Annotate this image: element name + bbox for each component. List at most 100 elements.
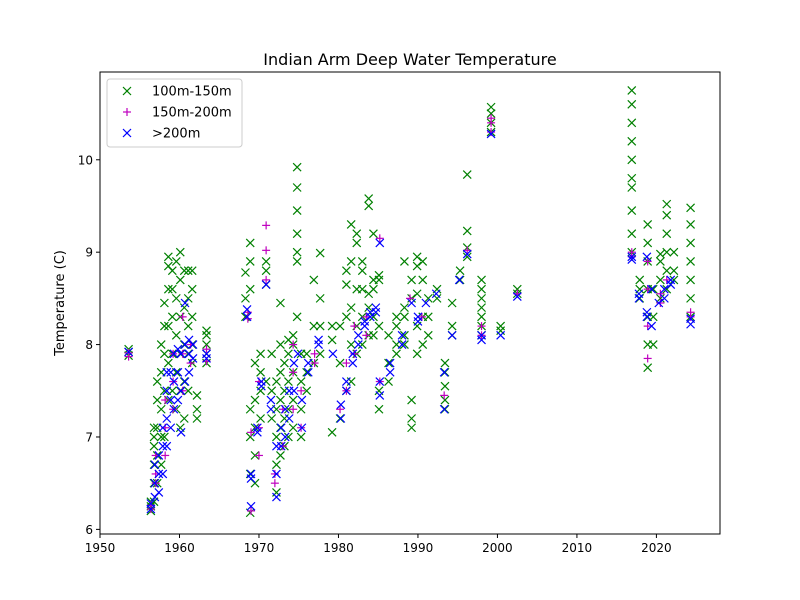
data-point bbox=[655, 275, 665, 285]
data-point bbox=[375, 390, 385, 400]
data-point bbox=[462, 226, 472, 236]
data-point bbox=[392, 312, 401, 322]
data-point bbox=[179, 266, 189, 276]
data-point bbox=[423, 330, 433, 340]
data-point bbox=[309, 321, 319, 331]
data-point bbox=[202, 326, 211, 336]
data-point bbox=[303, 367, 313, 377]
data-point bbox=[167, 284, 177, 294]
data-point bbox=[289, 368, 298, 377]
data-point bbox=[241, 268, 250, 277]
data-point bbox=[648, 312, 658, 322]
data-point bbox=[279, 358, 289, 368]
data-point bbox=[327, 427, 337, 437]
data-point bbox=[302, 386, 312, 396]
data-point bbox=[310, 349, 319, 358]
data-point bbox=[161, 451, 170, 460]
data-point bbox=[256, 381, 266, 391]
data-point bbox=[643, 238, 653, 248]
data-point bbox=[375, 238, 385, 248]
data-point bbox=[327, 321, 337, 331]
data-point bbox=[247, 428, 256, 437]
data-point bbox=[296, 432, 306, 442]
data-point bbox=[374, 275, 384, 285]
data-point bbox=[648, 340, 658, 350]
data-point bbox=[647, 321, 657, 331]
data-point bbox=[669, 266, 679, 276]
data-point bbox=[346, 220, 356, 229]
data-point bbox=[371, 303, 381, 313]
data-point bbox=[246, 469, 256, 479]
data-point bbox=[302, 349, 312, 359]
data-point bbox=[272, 487, 281, 497]
data-point bbox=[654, 298, 664, 308]
data-points bbox=[124, 86, 696, 518]
data-point bbox=[276, 423, 286, 433]
data-point bbox=[335, 321, 345, 331]
data-point bbox=[407, 423, 417, 433]
data-point bbox=[440, 395, 450, 405]
data-point bbox=[156, 460, 166, 470]
data-point bbox=[178, 386, 187, 395]
data-point bbox=[407, 298, 417, 308]
data-point bbox=[184, 367, 194, 377]
data-point bbox=[418, 340, 428, 350]
data-point bbox=[162, 441, 172, 451]
data-point bbox=[159, 321, 169, 331]
data-point bbox=[272, 460, 281, 470]
data-point bbox=[289, 340, 298, 349]
data-point bbox=[292, 256, 302, 266]
data-point bbox=[477, 330, 486, 340]
data-point bbox=[289, 358, 299, 368]
data-point bbox=[462, 170, 472, 179]
data-point bbox=[266, 404, 276, 414]
data-point bbox=[180, 377, 190, 386]
data-point bbox=[440, 381, 450, 391]
data-point bbox=[385, 358, 395, 368]
data-point bbox=[242, 305, 252, 314]
data-point bbox=[245, 404, 255, 414]
data-point bbox=[297, 386, 306, 395]
data-point bbox=[413, 317, 423, 326]
data-point bbox=[412, 252, 422, 262]
data-point bbox=[512, 292, 522, 301]
data-point bbox=[360, 317, 370, 326]
y-tick-label: 10 bbox=[78, 153, 93, 167]
data-point bbox=[421, 298, 431, 308]
data-point bbox=[357, 340, 367, 350]
data-point bbox=[369, 284, 378, 294]
data-point bbox=[280, 404, 290, 414]
data-point bbox=[412, 289, 422, 299]
data-point bbox=[655, 293, 665, 303]
data-point bbox=[175, 247, 185, 257]
data-point bbox=[384, 358, 393, 368]
data-point bbox=[173, 395, 183, 405]
data-point bbox=[659, 284, 669, 294]
data-point bbox=[418, 256, 428, 266]
data-point bbox=[662, 199, 672, 209]
data-point bbox=[352, 238, 362, 248]
data-point bbox=[348, 358, 358, 368]
data-point bbox=[162, 414, 172, 423]
data-point bbox=[292, 162, 302, 172]
data-point bbox=[353, 330, 363, 340]
data-point bbox=[283, 404, 293, 414]
data-point bbox=[496, 321, 506, 331]
data-point bbox=[276, 340, 285, 350]
x-tick-label: 2000 bbox=[482, 541, 513, 555]
data-point bbox=[662, 229, 672, 239]
data-point bbox=[261, 256, 271, 266]
data-point bbox=[188, 340, 198, 350]
data-point bbox=[627, 173, 637, 183]
data-point bbox=[447, 321, 457, 331]
data-point bbox=[656, 289, 665, 298]
data-point bbox=[666, 275, 676, 285]
data-point bbox=[202, 340, 211, 350]
data-point bbox=[276, 298, 285, 308]
data-point bbox=[176, 427, 186, 437]
x-tick-label: 1950 bbox=[85, 541, 116, 555]
data-point bbox=[241, 293, 250, 303]
data-point bbox=[292, 183, 302, 192]
legend: 100m-150m 150m-200m >200m bbox=[106, 78, 243, 148]
data-point bbox=[335, 358, 345, 368]
